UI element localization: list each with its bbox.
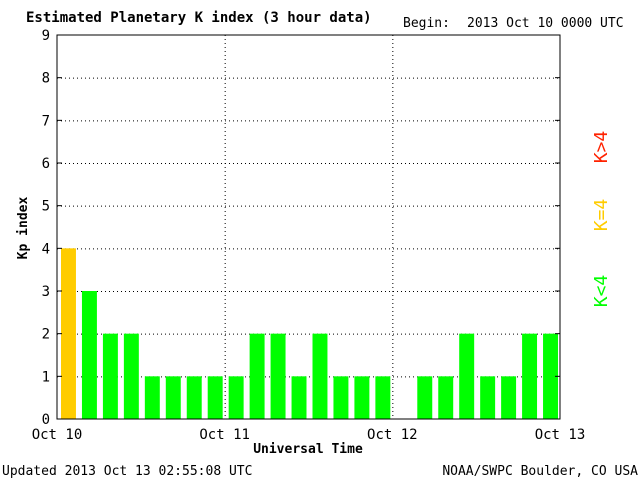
plot-area (57, 35, 560, 419)
kp-bar (312, 333, 328, 419)
plot-frame (56, 34, 561, 420)
kp-bar (480, 376, 496, 419)
kp-bar (207, 376, 223, 419)
kp-bar (522, 333, 538, 419)
y-tick-label: 5 (42, 199, 50, 215)
legend-below-4: K<4 (591, 275, 612, 308)
y-tick-label: 7 (42, 113, 50, 129)
y-tick-label: 4 (42, 241, 50, 257)
x-tick-labels: Oct 10 Oct 11 Oct 12 Oct 13 (32, 427, 586, 443)
kp-bar (354, 376, 370, 419)
begin-value: 2013 Oct 10 0000 UTC (467, 16, 624, 31)
kp-bar (459, 333, 475, 419)
kp-bar (333, 376, 349, 419)
kp-bar (375, 376, 391, 419)
kp-bar (270, 333, 286, 419)
y-axis-label: Kp index (16, 197, 31, 260)
kp-bar (165, 376, 181, 419)
kp-bar (249, 333, 265, 419)
x-tick-label: Oct 11 (199, 427, 250, 443)
x-axis-label: Universal Time (253, 442, 363, 457)
kp-bar (543, 333, 558, 419)
source-credit: NOAA/SWPC Boulder, CO USA (442, 464, 638, 479)
bars (61, 248, 558, 419)
kp-bar (61, 248, 76, 419)
y-tick-label: 1 (42, 369, 50, 385)
legend-above-4: K>4 (591, 131, 612, 164)
legend-equal-4: K=4 (591, 199, 612, 232)
begin-label: Begin: (403, 16, 450, 31)
y-tick-label: 0 (42, 412, 50, 428)
kp-bar (102, 333, 118, 419)
grid-lines (57, 35, 560, 419)
kp-bar (228, 376, 244, 419)
kp-bar (123, 333, 139, 419)
kp-bar (501, 376, 517, 419)
y-tick-labels: 0 1 2 3 4 5 6 7 8 9 (42, 28, 560, 428)
kp-bar (291, 376, 307, 419)
kp-bar (186, 376, 202, 419)
kp-bar (438, 376, 454, 419)
y-tick-label: 8 (42, 71, 50, 87)
chart-title: Estimated Planetary K index (3 hour data… (26, 10, 372, 26)
x-tick-label: Oct 13 (535, 427, 586, 443)
updated-timestamp: Updated 2013 Oct 13 02:55:08 UTC (2, 464, 252, 479)
kp-bar (144, 376, 160, 419)
x-tick-label: Oct 12 (367, 427, 418, 443)
x-tick-label: Oct 10 (32, 427, 83, 443)
y-tick-label: 2 (42, 327, 50, 343)
kp-bar (81, 291, 97, 419)
y-tick-label: 3 (42, 284, 50, 300)
kp-bar (417, 376, 433, 419)
y-tick-label: 9 (42, 28, 50, 44)
y-tick-label: 6 (42, 156, 50, 172)
